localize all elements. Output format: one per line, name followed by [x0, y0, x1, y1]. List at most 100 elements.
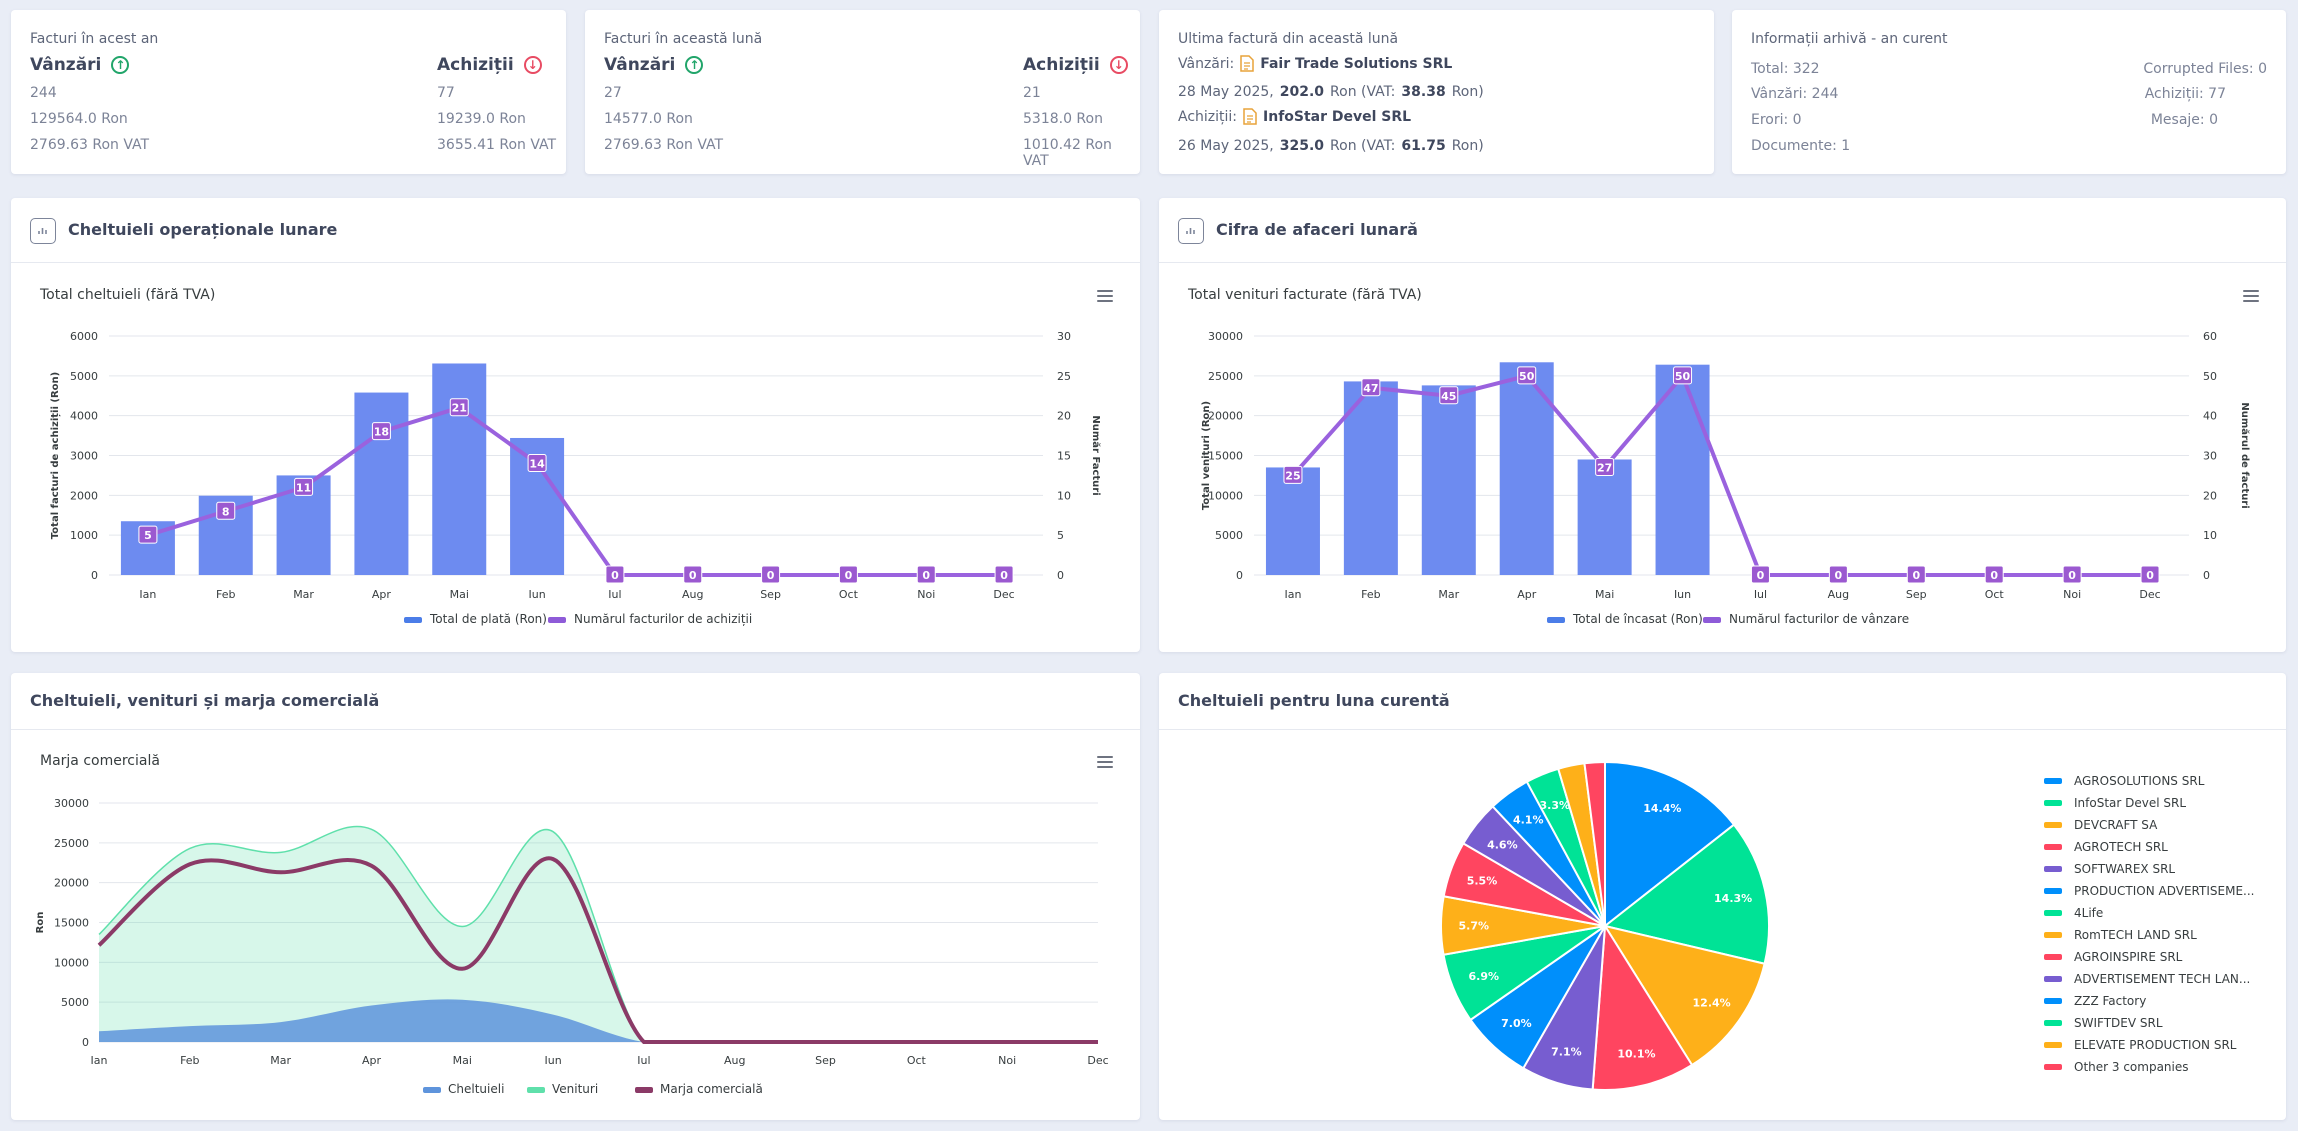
legend-label: RomTECH LAND SRL	[2074, 928, 2197, 942]
legend-marker	[2044, 822, 2062, 828]
year-purchases-amount: 19239.0 Ron	[437, 111, 526, 127]
margin-panel: Cheltuieli, venituri și marja comercială…	[11, 673, 1140, 1120]
y-tick-label: 2000	[70, 489, 98, 502]
chart-menu-icon[interactable]	[1097, 290, 1113, 302]
pie-data-label: 5.7%	[1459, 920, 1490, 933]
legend-marker	[2044, 976, 2062, 982]
margin-chart-title: Marja comercială	[40, 753, 160, 769]
legend-label: Venituri	[552, 1082, 598, 1096]
chart-menu-icon[interactable]	[1097, 756, 1113, 768]
pie-data-label: 4.1%	[1513, 814, 1544, 827]
x-tick-label: Noi	[2063, 588, 2081, 601]
revenue-panel-header: Cifra de afaceri lunară	[1159, 198, 2286, 263]
x-tick-label: Ian	[139, 588, 156, 601]
x-tick-label: Dec	[993, 588, 1014, 601]
legend-label-bars: Total de încasat (Ron)	[1572, 612, 1703, 626]
legend-label: ELEVATE PRODUCTION SRL	[2074, 1038, 2237, 1052]
data-label-bg	[138, 525, 158, 544]
arrow-down-icon: ↓	[523, 56, 542, 74]
archive-errors: Erori: 0	[1751, 112, 1802, 128]
legend-marker	[635, 1087, 653, 1093]
pie-slice	[1602, 924, 1766, 1067]
month-sales-vat: 2769.63 Ron VAT	[604, 137, 724, 153]
x-tick-label: Iul	[608, 588, 621, 601]
pie-data-label: 14.3%	[1714, 892, 1752, 905]
legend-label: Cheltuieli	[448, 1082, 504, 1096]
month-purchases-vat: 1010.42 Ron VAT	[1023, 137, 1112, 169]
data-label-bg	[761, 565, 781, 584]
legend-marker	[2044, 954, 2062, 960]
data-label-bg	[1906, 565, 1926, 584]
bar-mai	[432, 363, 487, 575]
data-label: 0	[2068, 569, 2076, 582]
chart-menu-icon[interactable]	[2243, 290, 2259, 302]
x-tick-label: Aug	[1828, 588, 1849, 601]
last-purchase-suffix: Ron)	[1451, 138, 1484, 154]
last-purchase-date: 26 May 2025,	[1178, 138, 1274, 154]
x-tick-label: Sep	[1906, 588, 1927, 601]
last-sales-suffix: Ron)	[1451, 84, 1484, 100]
bar-chart-icon	[30, 218, 56, 244]
document-icon	[1240, 55, 1254, 72]
x-tick-label: Mai	[453, 1054, 472, 1067]
legend-marker	[2044, 866, 2062, 872]
expenses-panel-title: Cheltuieli operaționale lunare	[68, 220, 338, 239]
last-purchase-company[interactable]: InfoStar Devel SRL	[1263, 108, 1412, 125]
legend-label-line: Numărul facturilor de achiziții	[574, 612, 752, 626]
legend-label: AGROTECH SRL	[2074, 840, 2168, 854]
legend-label-bars: Total de plată (Ron)	[429, 612, 547, 626]
month-purchases-amount: 5318.0 Ron	[1023, 111, 1103, 127]
revenue-chart-title: Total venituri facturate (fără TVA)	[1188, 287, 1422, 303]
bar-mar	[1421, 385, 1476, 575]
last-sales-date: 28 May 2025,	[1178, 84, 1274, 100]
pie-panel: Cheltuieli pentru luna curentă 14.4% 14.3…	[1159, 673, 2286, 1120]
x-tick-label: Apr	[1517, 588, 1537, 601]
legend-marker-line	[1703, 617, 1721, 623]
x-tick-label: Apr	[362, 1054, 382, 1067]
data-label: 0	[611, 569, 619, 582]
pie-slice	[1583, 760, 1606, 927]
x-tick-label: Feb	[180, 1054, 199, 1067]
archive-documents: Documente: 1	[1751, 138, 1851, 154]
y-tick-label: 10000	[54, 956, 89, 969]
data-label: 0	[1757, 569, 1765, 582]
legend-marker	[2044, 1020, 2062, 1026]
legend-label: ADVERTISEMENT TECH LAN...	[2074, 972, 2250, 986]
count-line	[147, 405, 1005, 577]
legend-label: AGROSOLUTIONS SRL	[2074, 774, 2205, 788]
y2-axis-title: Numărul de facturi	[2239, 402, 2250, 508]
data-label-bg	[838, 565, 858, 584]
data-label: 47	[1363, 382, 1378, 395]
legend-label: PRODUCTION ADVERTISEME...	[2074, 884, 2254, 898]
expenses-panel-header: Cheltuieli operaționale lunare	[11, 198, 1140, 263]
legend-marker	[2044, 1042, 2062, 1048]
x-tick-label: Oct	[907, 1054, 927, 1067]
last-sales-company[interactable]: Fair Trade Solutions SRL	[1260, 55, 1453, 72]
y-tick-label: 5000	[1215, 529, 1243, 542]
expenses-chart-title: Total cheltuieli (fără TVA)	[40, 287, 216, 303]
last-sales-label: Vânzări:	[1178, 55, 1235, 72]
data-label-bg	[605, 565, 625, 584]
legend-label: ZZZ Factory	[2074, 994, 2146, 1008]
pie-data-label: 10.1%	[1617, 1047, 1655, 1060]
arrow-up-icon: ↑	[685, 56, 704, 74]
month-purchases-count: 21	[1023, 85, 1041, 101]
pie-chart: 14.4% 14.3% 12.4% 10.1% 7.1% 7.0% 6.9% 5.7% 5.5%…	[1440, 760, 2254, 1091]
last-invoice-title: Ultima factură din această lună	[1178, 31, 1399, 47]
data-label-bg	[371, 422, 391, 441]
y2-axis-title: Număr Facturi	[1090, 415, 1101, 495]
pie-data-label: 4.6%	[1487, 838, 1518, 851]
year-purchases-label: Achiziții	[437, 55, 514, 75]
bar-apr	[354, 392, 409, 575]
y-tick-label: 15000	[1208, 450, 1243, 463]
revenue-chart: 0500010000150002000025000300000102030405…	[1201, 330, 2250, 626]
year-sales-count: 244	[30, 85, 57, 101]
x-tick-label: Aug	[724, 1054, 745, 1067]
x-tick-label: Sep	[760, 588, 781, 601]
bar-chart-icon	[1178, 218, 1204, 244]
last-sales-ron-vat: Ron (VAT:	[1330, 84, 1396, 100]
legend-marker-bars	[404, 617, 422, 623]
data-label-bg	[916, 565, 936, 584]
data-label-bg	[216, 501, 236, 520]
data-label-bg	[294, 477, 314, 496]
